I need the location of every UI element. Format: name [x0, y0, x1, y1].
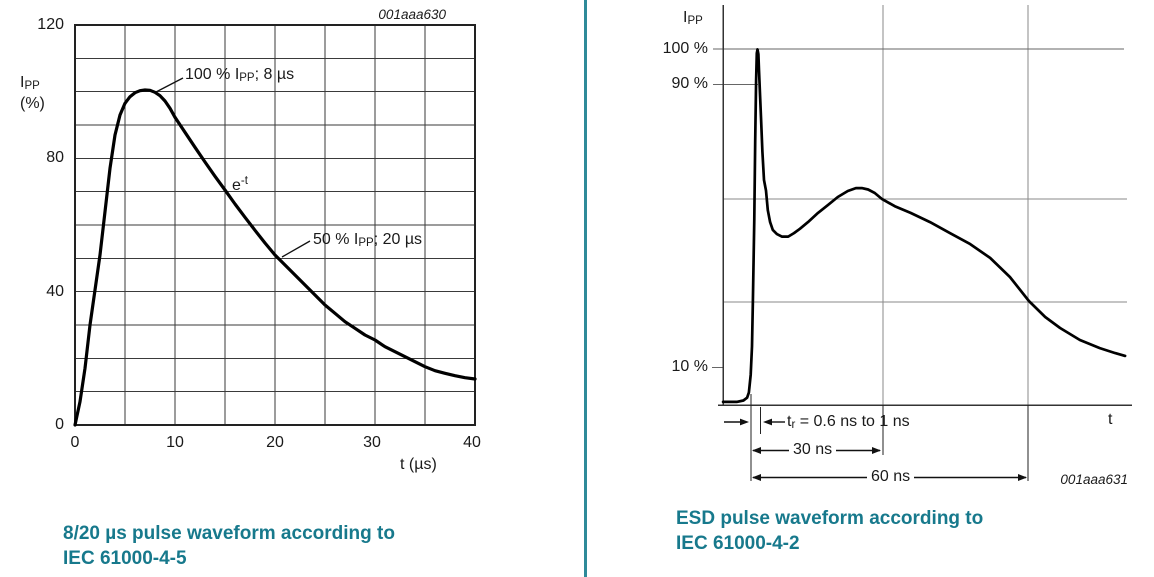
surge-y-tick-120: 120: [37, 16, 64, 33]
surge-y-axis-label: IPP (%): [20, 74, 45, 112]
esd-y-axis-label: IPP: [683, 9, 703, 27]
surge-annotation-peak: 100 % IPP; 8 µs: [185, 66, 295, 84]
esd-y-ref-90: 90 %: [671, 75, 708, 92]
surge-x-tick-30: 30: [363, 434, 381, 451]
surge-y-tick-40: 40: [46, 283, 64, 300]
surge-x-tick-40: 40: [463, 434, 481, 451]
esd-annotation-60ns: 60 ns: [867, 468, 915, 486]
esd-annotation-30ns: 30 ns: [789, 441, 837, 459]
surge-chart-caption: 8/20 µs pulse waveform according to IEC …: [63, 523, 395, 569]
surge-annotation-half: 50 % IPP; 20 µs: [313, 231, 423, 249]
surge-figure-id: 001aaa630: [378, 7, 446, 22]
surge-x-tick-20: 20: [266, 434, 284, 451]
surge-x-axis-label: t (µs): [400, 456, 437, 473]
surge-x-tick-0: 0: [70, 434, 80, 451]
esd-y-ref-10: 10 %: [671, 358, 708, 375]
surge-x-tick-10: 10: [166, 434, 184, 451]
esd-annotation-rise-time: tr = 0.6 ns to 1 ns: [787, 413, 910, 431]
section-divider: [584, 0, 587, 577]
surge-annotation-exp: e-t: [232, 175, 248, 194]
esd-figure-id: 001aaa631: [1060, 472, 1128, 487]
surge-y-tick-0: 0: [55, 416, 64, 433]
esd-y-ref-100: 100 %: [662, 40, 708, 57]
esd-x-axis-label: t: [1108, 411, 1113, 428]
surge-y-tick-80: 80: [46, 149, 64, 166]
esd-chart-caption: ESD pulse waveform according to IEC 6100…: [676, 508, 984, 554]
